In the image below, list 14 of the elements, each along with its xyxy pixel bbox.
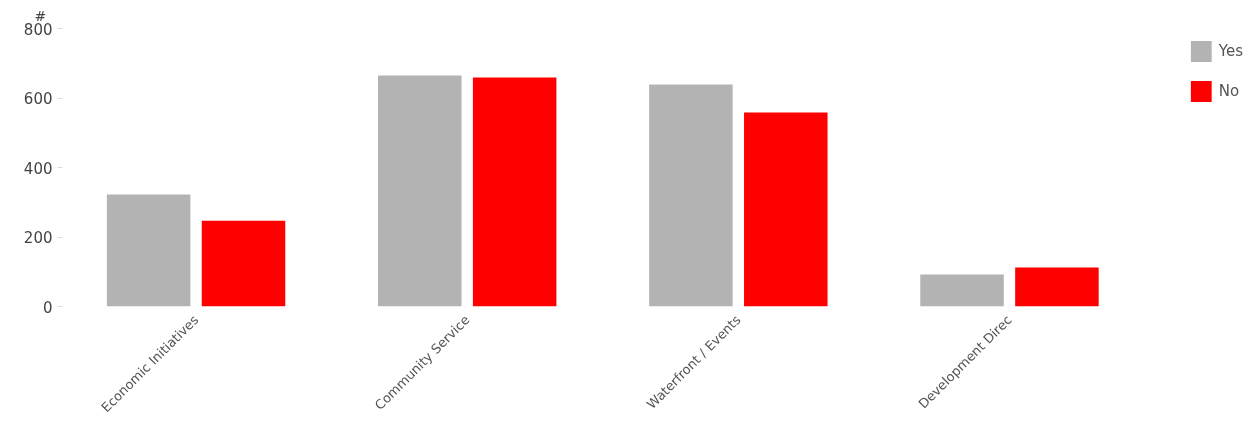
bar (744, 112, 828, 307)
y-tick-label: 0 (42, 298, 53, 317)
bar (201, 220, 286, 307)
y-tick-label: 400 (23, 159, 53, 178)
bar (472, 77, 557, 307)
legend-label: No (1218, 82, 1240, 100)
bar (378, 75, 462, 307)
y-tick-label: 200 (23, 229, 53, 247)
bar (920, 274, 1004, 307)
bar (649, 84, 733, 307)
legend-label: Yes (1218, 42, 1243, 60)
y-tick-label: 600 (23, 90, 53, 108)
bar (1015, 267, 1099, 307)
bar (106, 194, 191, 307)
